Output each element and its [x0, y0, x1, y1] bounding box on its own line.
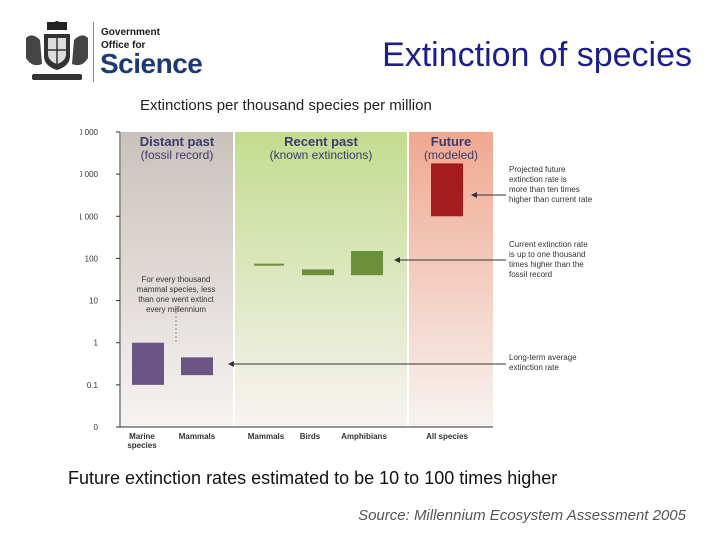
source-citation: Source: Millennium Ecosystem Assessment … — [358, 507, 686, 524]
y-tick-label: 100 — [85, 254, 99, 263]
annotation-current: times higher than the — [509, 260, 584, 269]
y-tick-label: 10 — [89, 297, 98, 306]
annotation-distant: than one went extinct — [138, 295, 214, 304]
panel-title: Future — [431, 134, 471, 149]
category-label: Mammals — [179, 432, 216, 441]
category-label: species — [127, 441, 157, 450]
royal-crest-icon — [26, 21, 88, 80]
category-label: All species — [426, 432, 468, 441]
arrow-head-current — [394, 257, 400, 263]
bar-all-species — [431, 163, 463, 217]
logo-text-government: Government — [101, 27, 160, 38]
y-tick-label: 100 000 — [80, 128, 99, 137]
bar-mammals — [254, 263, 284, 266]
annotation-projected: extinction rate is — [509, 175, 567, 184]
panel-subtitle: (fossil record) — [141, 148, 214, 162]
arrow-head-projected — [471, 192, 477, 198]
annotation-current: fossil record — [509, 270, 552, 279]
annotation-current: Current extinction rate — [509, 240, 588, 249]
y-tick-label: 1 — [94, 339, 99, 348]
panel-background-1 — [235, 132, 407, 427]
government-office-for-science-logo — [22, 20, 227, 86]
y-tick-label: 1 000 — [80, 212, 99, 221]
annotation-distant: For every thousand — [142, 275, 211, 284]
panel-subtitle: (known extinctions) — [270, 148, 373, 162]
bar-mammals — [181, 357, 213, 376]
y-tick-label: 0 — [94, 423, 99, 432]
panel-title: Recent past — [284, 134, 358, 149]
annotation-distant: mammal species, less — [137, 285, 216, 294]
annotation-projected: Projected future — [509, 165, 566, 174]
logo-divider — [93, 22, 94, 82]
bar-marine-species — [132, 342, 164, 385]
y-tick-label: 10 000 — [80, 170, 99, 179]
arrow-head-longterm — [228, 361, 234, 367]
y-tick-label: 0.1 — [87, 381, 99, 390]
bar-birds — [302, 269, 334, 276]
annotation-projected: more than ten times — [509, 185, 580, 194]
category-label: Mammals — [248, 432, 285, 441]
slide-caption: Future extinction rates estimated to be … — [68, 468, 558, 488]
category-label: Birds — [300, 432, 321, 441]
chart-subtitle: Extinctions per thousand species per mil… — [140, 97, 432, 114]
panel-title: Distant past — [140, 134, 215, 149]
annotation-current: is up to one thousand — [509, 250, 586, 259]
category-label: Marine — [129, 432, 155, 441]
category-label: Amphibians — [341, 432, 387, 441]
annotation-longterm: Long-term average — [509, 353, 577, 362]
annotation-projected: higher than current rate — [509, 195, 593, 204]
slide-title: Extinction of species — [382, 36, 692, 74]
annotation-longterm: extinction rate — [509, 363, 559, 372]
logo-text-science: Science — [100, 48, 203, 79]
bar-amphibians — [351, 251, 383, 276]
panel-subtitle: (modeled) — [424, 148, 478, 162]
extinction-rate-chart: Distant past(fossil record) Recent past(k… — [80, 128, 593, 450]
logo-text-office-for: Office for — [101, 40, 146, 51]
